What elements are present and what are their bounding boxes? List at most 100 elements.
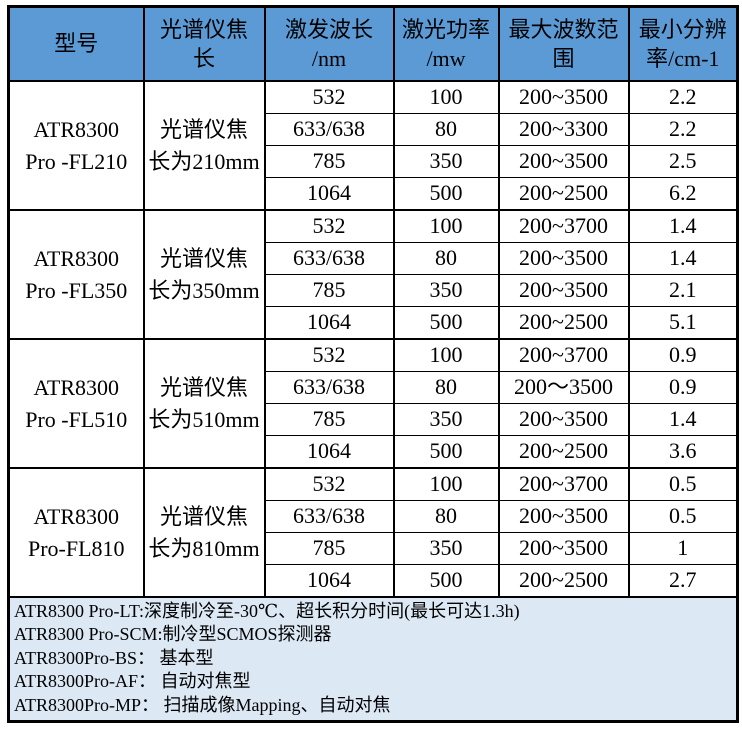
cell-resolution: 1.4 [627,209,739,243]
cell-power: 100 [392,467,500,501]
cell-resolution: 3.6 [627,435,739,469]
cell-resolution: 1.4 [627,403,739,436]
cell-power: 350 [392,403,500,436]
cell-range: 200~3500 [497,532,630,565]
cell-wavelength: 1064 [263,177,395,211]
cell-range: 200~3500 [497,500,630,533]
cell-wavelength: 633/638 [263,113,395,146]
cell-resolution: 2.5 [627,145,739,178]
cell-power: 350 [392,145,500,178]
cell-resolution: 0.9 [627,371,739,404]
cell-power: 350 [392,274,500,307]
cell-range: 200~3500 [497,242,630,275]
cell-power: 350 [392,532,500,565]
col-header-excitation-wavelength: 激发波长 /nm [263,6,395,82]
table-row: ATR8300 Pro -FL210 光谱仪焦 长为210mm 532 100 … [7,80,739,211]
note-line: ATR8300Pro-BS： 基本型 [14,647,214,668]
table-row: ATR8300 Pro -FL510 光谱仪焦 长为510mm 532 100 … [7,338,739,469]
cell-range: 200~3300 [497,113,630,146]
cell-range: 200~3500 [497,403,630,436]
table-row: ATR8300 Pro-FL810 光谱仪焦 长为810mm 532 100 2… [7,467,739,598]
cell-wavelength: 633/638 [263,500,395,533]
cell-wavelength: 633/638 [263,242,395,275]
cell-resolution: 2.2 [627,113,739,146]
col-header-model: 型号 [7,6,145,82]
focal-length-cell: 光谱仪焦 长为510mm [142,338,266,469]
cell-range: 200~3700 [497,209,630,243]
cell-power: 500 [392,306,500,340]
cell-power: 100 [392,80,500,114]
cell-range: 200~3700 [497,338,630,372]
cell-wavelength: 633/638 [263,371,395,404]
cell-wavelength: 785 [263,145,395,178]
table-row: 785 350 200~3500 2.1 [9,274,739,307]
note-line: ATR8300Pro-MP： 扫描成像Mapping、自动对焦 [14,694,391,715]
cell-range: 200~2500 [497,435,630,469]
cell-range: 200~2500 [497,306,630,340]
cell-range: 200～3500 [497,371,630,404]
cell-wavelength: 785 [263,403,395,436]
table-row: 1064 500 200~2500 3.6 [9,435,739,469]
table-row: 1064 500 200~2500 2.7 [9,564,739,598]
table-header: 型号 光谱仪焦 长 激发波长 /nm 激光功率 /mw 最大波数范 围 最小分辨… [7,6,739,82]
focal-length-cell: 光谱仪焦 长为810mm [142,467,266,598]
note-line: ATR8300 Pro-LT:深度制冷至-30℃、超长积分时间(最长可达1.3h… [14,601,520,621]
cell-wavelength: 1064 [263,306,395,340]
cell-power: 80 [392,371,500,404]
table-row: 785 350 200~3500 1.4 [9,403,739,436]
model-cell: ATR8300 Pro -FL210 [7,80,145,211]
cell-resolution: 2.2 [627,80,739,114]
cell-resolution: 0.9 [627,338,739,372]
cell-range: 200~3500 [497,80,630,114]
cell-wavelength: 785 [263,532,395,565]
table-body: ATR8300 Pro -FL210 光谱仪焦 长为210mm 532 100 … [7,80,739,723]
cell-resolution: 2.7 [627,564,739,598]
model-cell: ATR8300 Pro -FL350 [7,209,145,340]
cell-resolution: 6.2 [627,177,739,211]
cell-wavelength: 532 [263,338,395,372]
note-line: ATR8300Pro-AF： 自动对焦型 [14,671,251,692]
cell-power: 80 [392,113,500,146]
cell-resolution: 0.5 [627,467,739,501]
notes-cell: ATR8300 Pro-LT:深度制冷至-30℃、超长积分时间(最长可达1.3h… [7,596,739,723]
cell-power: 500 [392,435,500,469]
cell-wavelength: 532 [263,467,395,501]
table-row: 633/638 80 200~3500 0.5 [9,500,739,533]
cell-resolution: 2.1 [627,274,739,307]
notes-row: ATR8300 Pro-LT:深度制冷至-30℃、超长积分时间(最长可达1.3h… [7,596,739,723]
cell-range: 200~2500 [497,564,630,598]
model-cell: ATR8300 Pro-FL810 [7,467,145,598]
cell-power: 100 [392,338,500,372]
model-cell: ATR8300 Pro -FL510 [7,338,145,469]
cell-range: 200~2500 [497,177,630,211]
spec-table: 型号 光谱仪焦 长 激发波长 /nm 激光功率 /mw 最大波数范 围 最小分辨… [7,5,739,724]
note-line: ATR8300 Pro-SCM:制冷型SCMOS探测器 [14,624,332,645]
focal-length-cell: 光谱仪焦 长为210mm [142,80,266,211]
cell-wavelength: 785 [263,274,395,307]
col-header-laser-power: 激光功率 /mw [392,6,500,82]
cell-wavelength: 532 [263,209,395,243]
cell-range: 200~3500 [497,145,630,178]
cell-range: 200~3500 [497,274,630,307]
col-header-focal-length: 光谱仪焦 长 [142,6,266,82]
table-row: 785 350 200~3500 2.5 [9,145,739,178]
cell-wavelength: 532 [263,80,395,114]
cell-resolution: 1.4 [627,242,739,275]
header-row: 型号 光谱仪焦 长 激发波长 /nm 激光功率 /mw 最大波数范 围 最小分辨… [7,6,739,82]
cell-power: 80 [392,242,500,275]
table-row: 633/638 80 200~3300 2.2 [9,113,739,146]
cell-power: 500 [392,564,500,598]
cell-range: 200~3700 [497,467,630,501]
focal-length-cell: 光谱仪焦 长为350mm [142,209,266,340]
cell-resolution: 1 [627,532,739,565]
cell-power: 500 [392,177,500,211]
cell-wavelength: 1064 [263,435,395,469]
cell-resolution: 0.5 [627,500,739,533]
col-header-min-resolution: 最小分辨 率/cm-1 [627,6,739,82]
cell-power: 80 [392,500,500,533]
table-row: 1064 500 200~2500 5.1 [9,306,739,340]
cell-power: 100 [392,209,500,243]
table-row: 633/638 80 200~3500 1.4 [9,242,739,275]
page: 型号 光谱仪焦 长 激发波长 /nm 激光功率 /mw 最大波数范 围 最小分辨… [7,5,739,724]
cell-wavelength: 1064 [263,564,395,598]
